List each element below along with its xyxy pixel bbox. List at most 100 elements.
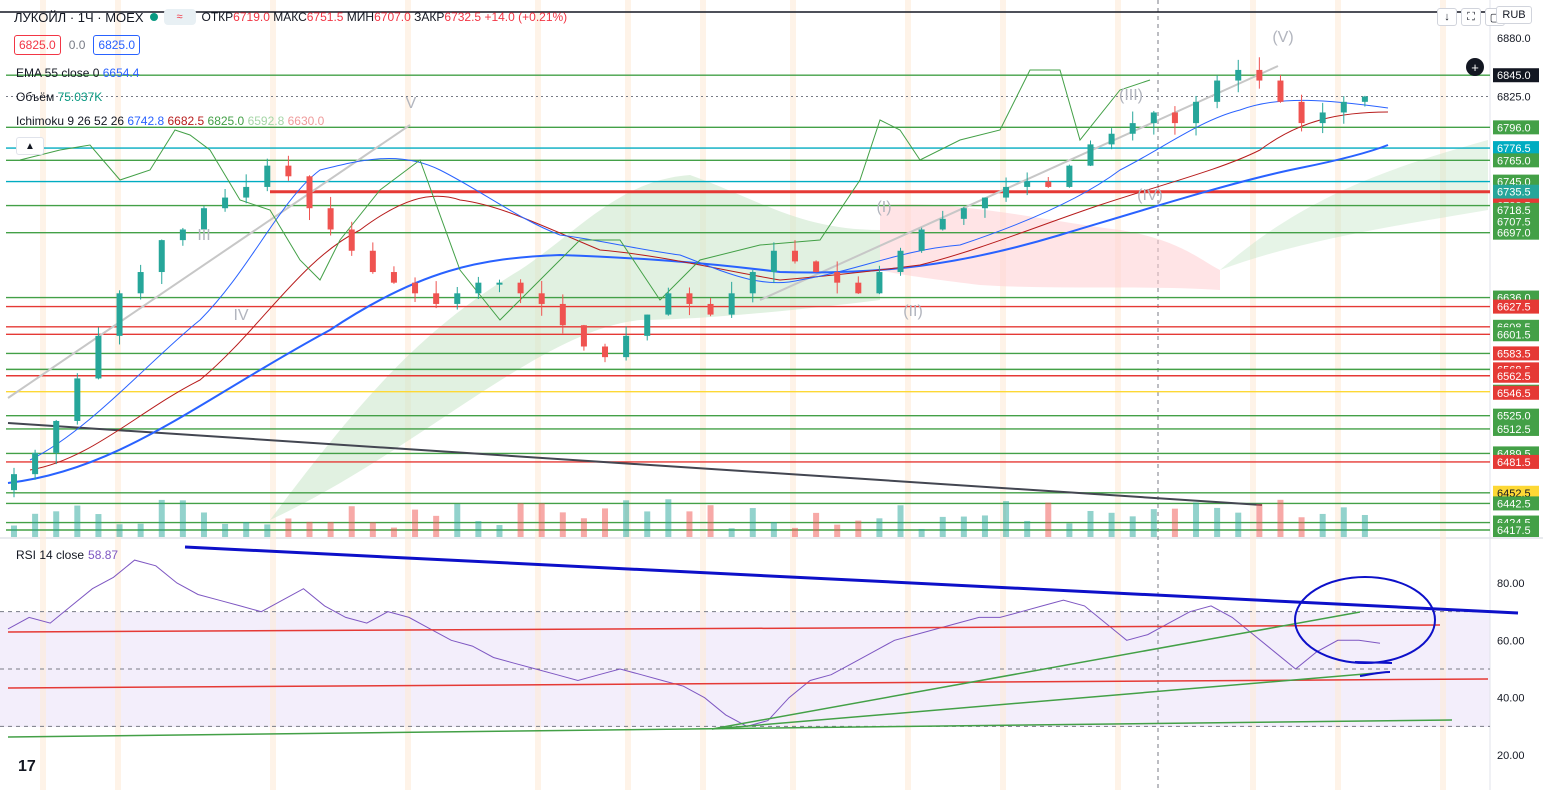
volume-bar: [1129, 516, 1136, 537]
volume-bar: [1298, 517, 1305, 537]
volume-bar: [1340, 507, 1347, 537]
volume-bar: [222, 523, 229, 537]
rsi-red-line-upper: [7, 624, 1441, 633]
candle-body: [559, 303, 566, 326]
candle-body: [791, 250, 798, 262]
compare-icon[interactable]: ≈: [163, 9, 196, 25]
sell-button[interactable]: 6825.0: [14, 35, 61, 55]
rsi-line: [7, 559, 1381, 727]
buy-button[interactable]: 6825.0: [93, 35, 141, 55]
ema-legend[interactable]: EMA 55 close 0 6654.4: [16, 66, 140, 80]
price-axis-label-19: 6562.5: [1497, 371, 1531, 383]
candle-body: [981, 197, 988, 209]
price-axis-label-11: 6707.5: [1497, 217, 1531, 229]
rsi-axis-label-0: 80.00: [1497, 578, 1525, 590]
volume-bar: [939, 516, 946, 537]
candle-body: [749, 272, 756, 294]
symbol-header: ЛУКОЙЛ · 1Ч · MOEX ≈ ОТКР6719.0 МАКС6751…: [14, 6, 567, 28]
trade-panel: 6825.0 0.0 6825.0: [14, 35, 141, 55]
price-axis-label-22: 6525.0: [1497, 411, 1531, 423]
price-label-bg-25: [1493, 454, 1539, 469]
price-axis-label-5: 6776.5: [1497, 143, 1531, 155]
volume-bar: [95, 514, 102, 537]
volume-bar: [517, 503, 524, 537]
candle-body: [475, 282, 482, 294]
candle-body: [602, 346, 609, 358]
tenkan-line: [29, 99, 1389, 461]
price-label-bg-3: [1493, 89, 1539, 104]
kijun-line: [29, 111, 1389, 471]
price-label-bg-17: [1493, 346, 1539, 361]
collapse-up-icon[interactable]: ▲: [16, 137, 44, 155]
rsi-drawn-dash: [1354, 661, 1393, 664]
candle-body: [116, 293, 123, 336]
candle-body: [1277, 80, 1284, 102]
volume-bar: [1193, 502, 1200, 537]
ichimoku-legend[interactable]: Ichimoku 9 26 52 26 6742.8 6682.5 6825.0…: [16, 114, 325, 128]
session-band-13: [1440, 0, 1446, 790]
tradingview-logo-icon[interactable]: 17: [18, 758, 36, 775]
volume-bar: [285, 518, 292, 537]
volume-bar: [327, 521, 334, 537]
candle-body: [644, 314, 651, 336]
volume-bar: [897, 505, 904, 537]
rsi-support-line: [7, 719, 1453, 738]
volume-legend[interactable]: Объём 75.037K: [16, 90, 103, 104]
price-axis-label-8: 6735.5: [1497, 187, 1531, 199]
volume-bar: [644, 511, 651, 537]
fullscreen-icon[interactable]: ⛶: [1461, 8, 1481, 26]
volume-bar: [74, 505, 81, 537]
volume-bar: [369, 522, 376, 537]
session-band-0: [40, 0, 46, 790]
symbol-name[interactable]: ЛУКОЙЛ · 1Ч · MOEX: [14, 9, 144, 25]
candle-body: [74, 378, 81, 421]
price-axis-label-12: 6697.0: [1497, 228, 1531, 240]
candle-body: [158, 240, 165, 273]
pane-controls: ↓ ⛶ ▢: [1437, 8, 1505, 26]
price-axis-label-27: 6442.5: [1497, 498, 1531, 510]
candle-body: [243, 186, 250, 198]
price-axis-label-1: 6880.0: [1497, 33, 1531, 45]
volume-bar: [1235, 512, 1242, 537]
volume-bar: [623, 500, 630, 537]
session-band-8: [905, 0, 911, 790]
rsi-legend[interactable]: RSI 14 close 58.87: [16, 548, 119, 562]
price-label-bg-14: [1493, 299, 1539, 314]
candle-body: [1150, 112, 1157, 124]
candle-body: [95, 335, 102, 379]
add-alert-icon[interactable]: +: [1466, 58, 1484, 76]
candle-body: [179, 229, 186, 241]
rsi-red-line-lower: [7, 678, 1489, 689]
volume-bar: [1256, 504, 1263, 537]
candle-body: [876, 272, 883, 294]
candle-body: [1129, 123, 1136, 134]
session-band-10: [1115, 0, 1121, 790]
wave-label-5: (IV): [1137, 187, 1163, 204]
currency-selector[interactable]: RUB: [1496, 6, 1532, 24]
wave-label-3: (V): [1272, 29, 1293, 46]
volume-bar: [538, 503, 545, 537]
volume-bar: [813, 512, 820, 537]
candle-body: [222, 197, 229, 209]
market-status-icon: [149, 13, 158, 21]
wave-line-2: [759, 65, 1279, 301]
wave-line-1: [7, 124, 411, 399]
candle-body: [369, 250, 376, 273]
volume-bar: [1277, 499, 1284, 537]
volume-bar: [580, 518, 587, 537]
price-label-bg-11: [1493, 214, 1539, 229]
scroll-down-icon[interactable]: ↓: [1437, 8, 1457, 26]
price-axis-label-14: 6627.5: [1497, 302, 1531, 314]
volume-bar: [876, 518, 883, 537]
price-axis-label-3: 6825.0: [1497, 92, 1531, 104]
ema-line: [7, 144, 1389, 484]
candle-body: [728, 293, 735, 315]
price-label-bg-6: [1493, 153, 1539, 168]
session-band-5: [625, 0, 631, 790]
rsi-axis-label-3: 20.00: [1497, 750, 1525, 762]
volume-bar: [1003, 501, 1010, 537]
volume-bar: [1214, 507, 1221, 537]
volume-bar: [1319, 513, 1326, 537]
volume-bar: [960, 516, 967, 537]
